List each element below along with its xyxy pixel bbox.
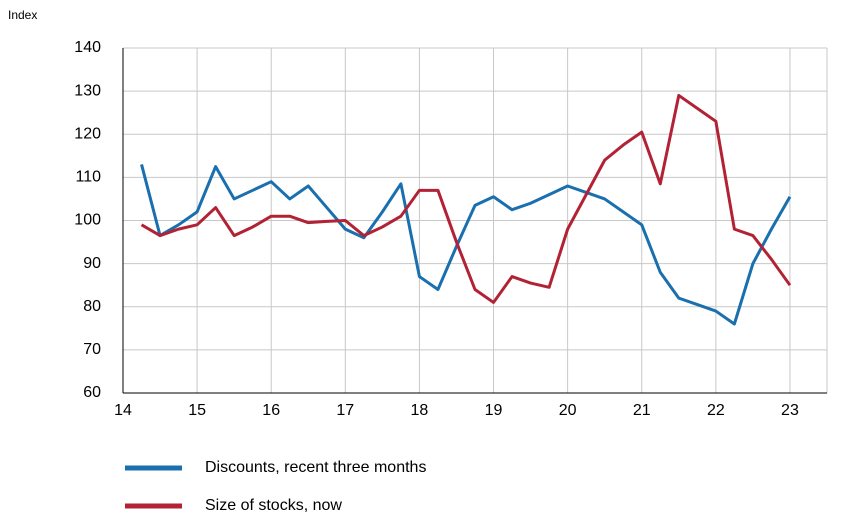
y-axis-label: Index (8, 8, 37, 22)
x-tick-label: 19 (485, 402, 503, 419)
y-tick-label: 130 (74, 82, 101, 99)
y-tick-label: 70 (83, 341, 101, 358)
legend-label: Discounts, recent three months (205, 459, 426, 476)
x-tick-label: 20 (559, 402, 577, 419)
series-line (140, 93, 792, 304)
legend-label: Size of stocks, now (205, 497, 342, 514)
x-tick-label: 16 (262, 402, 280, 419)
y-tick-label: 100 (74, 212, 101, 229)
x-tick-label: 21 (633, 402, 651, 419)
x-tick-label: 22 (707, 402, 725, 419)
x-tick-label: 17 (336, 402, 354, 419)
series-line (140, 164, 792, 326)
y-tick-label: 110 (75, 169, 101, 186)
y-tick-label: 60 (83, 384, 101, 401)
y-tick-label: 140 (74, 39, 101, 56)
y-tick-label: 90 (83, 255, 101, 272)
y-tick-label: 120 (74, 125, 101, 142)
x-tick-label: 23 (781, 402, 799, 419)
x-tick-label: 15 (188, 402, 206, 419)
y-tick-label: 80 (83, 298, 101, 315)
x-tick-label: 14 (114, 402, 132, 419)
x-tick-label: 18 (411, 402, 429, 419)
